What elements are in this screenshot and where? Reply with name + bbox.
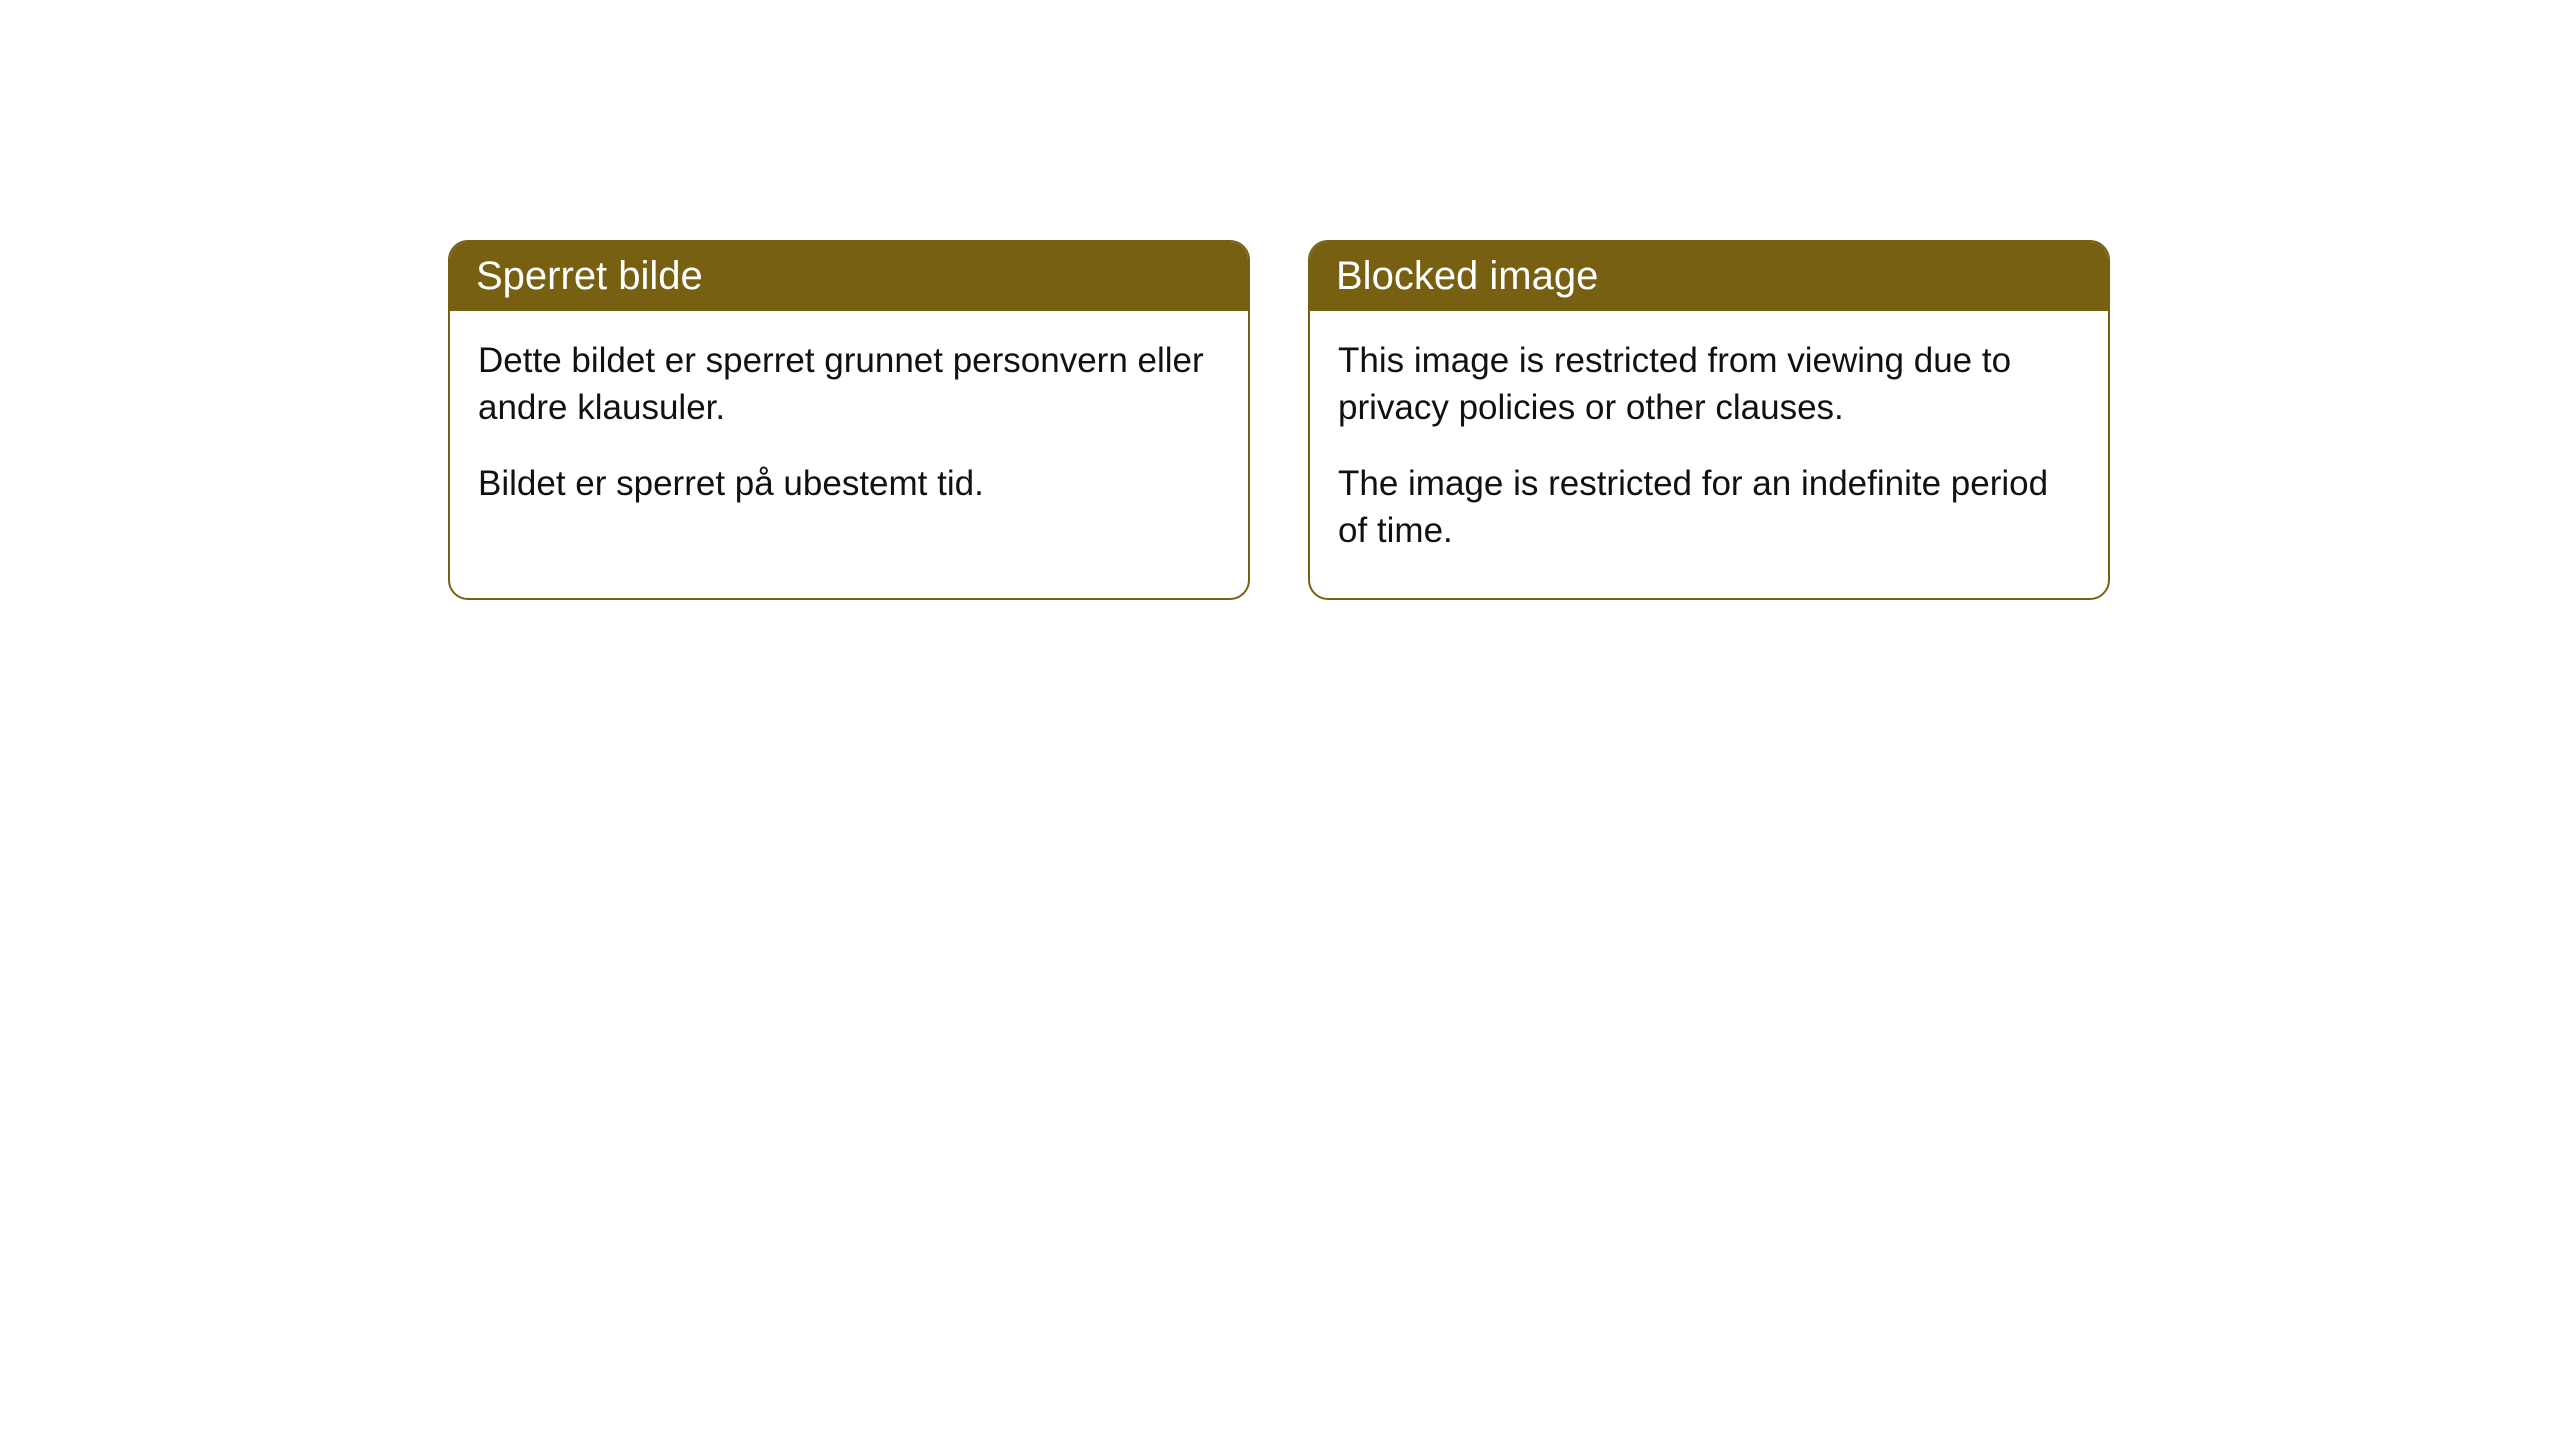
blocked-image-card-no: Sperret bilde Dette bildet er sperret gr… bbox=[448, 240, 1250, 600]
card-paragraph-1-en: This image is restricted from viewing du… bbox=[1338, 337, 2080, 432]
card-body-no: Dette bildet er sperret grunnet personve… bbox=[450, 311, 1248, 551]
card-header-en: Blocked image bbox=[1310, 242, 2108, 311]
card-header-no: Sperret bilde bbox=[450, 242, 1248, 311]
card-paragraph-1-no: Dette bildet er sperret grunnet personve… bbox=[478, 337, 1220, 432]
card-paragraph-2-no: Bildet er sperret på ubestemt tid. bbox=[478, 460, 1220, 507]
blocked-image-card-en: Blocked image This image is restricted f… bbox=[1308, 240, 2110, 600]
card-paragraph-2-en: The image is restricted for an indefinit… bbox=[1338, 460, 2080, 555]
card-body-en: This image is restricted from viewing du… bbox=[1310, 311, 2108, 598]
card-container: Sperret bilde Dette bildet er sperret gr… bbox=[448, 240, 2110, 600]
